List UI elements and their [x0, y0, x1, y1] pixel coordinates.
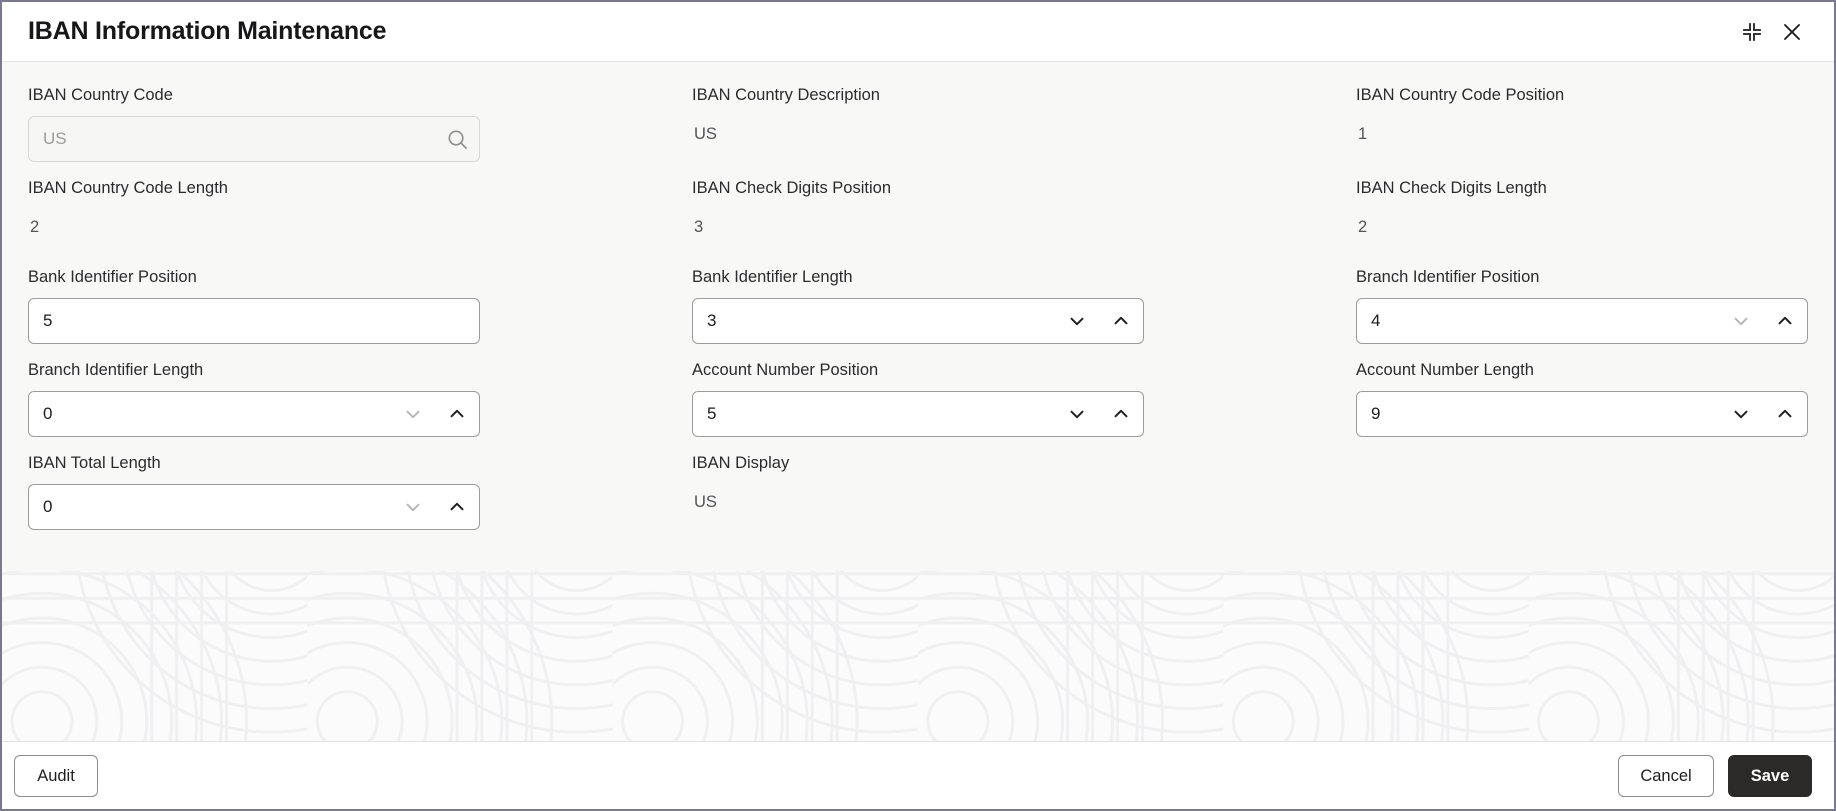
iban-country-code-value: US [43, 129, 67, 148]
field-label: Account Number Length [1356, 361, 1534, 379]
field-account-number-length: Account Number Length 9 [1356, 359, 1808, 437]
chevron-up-icon[interactable] [1763, 392, 1807, 436]
field-bank-identifier-position: Bank Identifier Position 5 [28, 266, 480, 344]
dialog-footer: Audit Cancel Save [2, 741, 1834, 809]
form-area: IBAN Country Code US IBAN Country Desc [2, 62, 1834, 571]
chevron-up-icon[interactable] [1763, 299, 1807, 343]
field-branch-identifier-position: Branch Identifier Position 4 [1356, 266, 1808, 344]
chevron-down-icon[interactable] [1719, 392, 1763, 436]
account-number-position-value: 5 [707, 404, 717, 423]
branch-identifier-position-value: 4 [1371, 311, 1381, 330]
search-icon[interactable] [435, 117, 479, 161]
chevron-down-icon[interactable] [391, 392, 435, 436]
account-number-position-input[interactable]: 5 [692, 391, 1144, 437]
dialog-body: IBAN Country Code US IBAN Country Desc [2, 62, 1834, 741]
field-label: Branch Identifier Length [28, 361, 204, 379]
field-iban-country-code-length: IBAN Country Code Length 2 [28, 177, 480, 251]
field-account-number-position: Account Number Position 5 [692, 359, 1144, 437]
field-iban-check-digits-length: IBAN Check Digits Length 2 [1356, 177, 1808, 251]
iban-check-digits-length-value: 2 [1358, 218, 1368, 236]
chevron-up-icon[interactable] [1099, 299, 1143, 343]
empty-cell-value [1356, 462, 1808, 493]
bank-identifier-length-input[interactable]: 3 [692, 298, 1144, 344]
field-label: Bank Identifier Position [28, 268, 197, 286]
iban-country-code-input[interactable]: US [28, 116, 480, 162]
field-label: Bank Identifier Length [692, 268, 853, 286]
field-iban-country-code-position: IBAN Country Code Position 1 [1356, 84, 1808, 162]
chevron-down-icon[interactable] [1055, 392, 1099, 436]
iban-total-length-value: 0 [43, 497, 53, 516]
bank-identifier-position-input[interactable]: 5 [28, 298, 480, 344]
field-label: IBAN Display [692, 454, 790, 472]
account-number-length-input[interactable]: 9 [1356, 391, 1808, 437]
field-label: Branch Identifier Position [1356, 268, 1540, 286]
bank-identifier-length-value: 3 [707, 311, 717, 330]
audit-button[interactable]: Audit [14, 754, 98, 797]
iban-total-length-input[interactable]: 0 [28, 484, 480, 530]
field-label: IBAN Country Code Length [28, 179, 228, 197]
chevron-up-icon[interactable] [1099, 392, 1143, 436]
chevron-up-icon[interactable] [435, 392, 479, 436]
branch-identifier-position-input[interactable]: 4 [1356, 298, 1808, 344]
field-iban-display: IBAN Display US [692, 452, 1144, 530]
account-number-length-value: 9 [1371, 404, 1381, 423]
field-label: IBAN Country Code [28, 86, 173, 104]
field-bank-identifier-length: Bank Identifier Length 3 [692, 266, 1144, 344]
dialog-header: IBAN Information Maintenance [2, 2, 1834, 62]
iban-country-description-value: US [694, 125, 717, 143]
field-iban-total-length: IBAN Total Length 0 [28, 452, 480, 530]
form-grid: IBAN Country Code US IBAN Country Desc [28, 84, 1808, 545]
field-label: IBAN Check Digits Length [1356, 179, 1547, 197]
iban-country-code-position-value: 1 [1358, 125, 1368, 143]
iban-check-digits-position-value: 3 [694, 218, 704, 236]
branch-identifier-length-input[interactable]: 0 [28, 391, 480, 437]
branch-identifier-length-value: 0 [43, 404, 53, 423]
field-iban-check-digits-position: IBAN Check Digits Position 3 [692, 177, 1144, 251]
field-label: IBAN Total Length [28, 454, 161, 472]
field-label: IBAN Country Description [692, 86, 880, 104]
chevron-up-icon[interactable] [435, 485, 479, 529]
field-branch-identifier-length: Branch Identifier Length 0 [28, 359, 480, 437]
chevron-down-icon[interactable] [391, 485, 435, 529]
chevron-down-icon[interactable] [1719, 299, 1763, 343]
cancel-button[interactable]: Cancel [1618, 754, 1714, 797]
field-iban-country-description: IBAN Country Description US [692, 84, 1144, 162]
field-label: IBAN Check Digits Position [692, 179, 891, 197]
field-label: IBAN Country Code Position [1356, 86, 1565, 104]
field-iban-country-code: IBAN Country Code US [28, 84, 480, 162]
iban-display-value: US [694, 493, 717, 511]
close-icon[interactable] [1772, 12, 1812, 52]
page-title: IBAN Information Maintenance [28, 17, 387, 45]
collapse-icon[interactable] [1732, 12, 1772, 52]
field-label: Account Number Position [692, 361, 879, 379]
save-button[interactable]: Save [1728, 754, 1812, 797]
iban-country-code-length-value: 2 [30, 218, 40, 236]
field-empty-cell [1356, 452, 1808, 530]
bank-identifier-position-value: 5 [43, 311, 53, 330]
chevron-down-icon[interactable] [1055, 299, 1099, 343]
